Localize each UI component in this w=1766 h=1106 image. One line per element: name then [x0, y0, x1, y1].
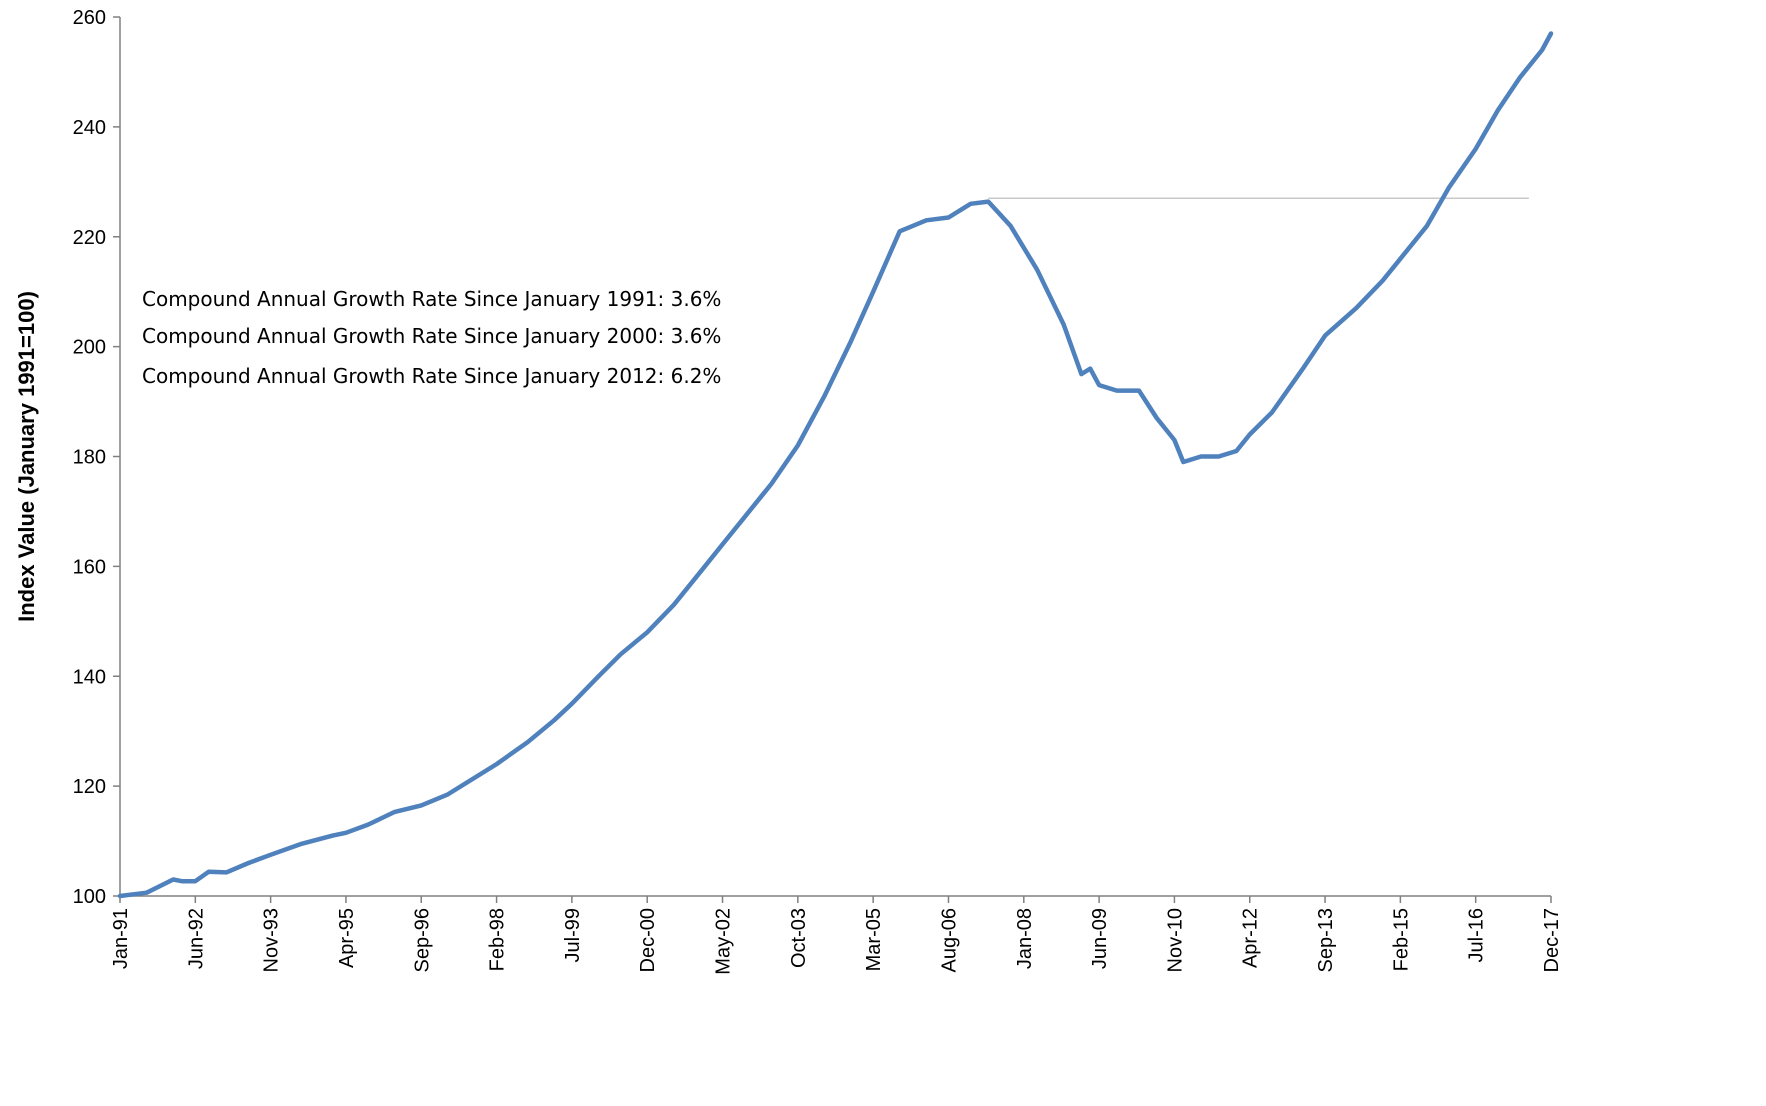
x-tick-label: Dec-00 [637, 908, 659, 972]
x-tick-label: Jun-09 [1089, 908, 1111, 969]
x-tick-label: Jan-91 [110, 908, 132, 969]
y-tick-label: 260 [73, 7, 106, 29]
x-ticks: Jan-91 Jun-92 Nov-93 Apr-95 Sep-96 Feb-98 Jul-… [110, 896, 1563, 975]
x-tick-label: Oct-03 [788, 908, 810, 968]
x-tick-label: Jun-92 [185, 908, 207, 969]
y-axis-title: Index Value (January 1991=100) [14, 291, 39, 622]
cagr-2000-annotation: Compound Annual Growth Rate Since Januar… [142, 324, 721, 348]
x-tick-label: Nov-93 [261, 908, 283, 972]
series-line [117, 31, 1554, 899]
y-tick-label: 240 [73, 117, 106, 139]
x-tick-label: Jul-99 [562, 908, 584, 962]
y-tick-label: 220 [73, 227, 106, 249]
annotations: Compound Annual Growth Rate Since Januar… [142, 287, 721, 388]
x-tick-label: May-02 [713, 908, 735, 975]
x-tick-label: Feb-98 [487, 908, 509, 971]
x-tick-label: Nov-10 [1164, 908, 1186, 972]
x-tick-label: Dec-17 [1541, 908, 1563, 972]
y-tick-label: 140 [73, 666, 106, 688]
y-ticks: 100 120 140 160 180 200 220 240 260 [73, 7, 120, 908]
y-tick-label: 180 [73, 447, 106, 469]
cagr-2012-annotation: Compound Annual Growth Rate Since Januar… [142, 364, 721, 388]
y-tick-label: 120 [73, 776, 106, 798]
y-tick-label: 160 [73, 556, 106, 578]
y-tick-label: 200 [73, 337, 106, 359]
x-tick-label: Jan-08 [1014, 908, 1036, 969]
series-layer [117, 31, 1554, 899]
y-tick-label: 100 [73, 886, 106, 908]
x-tick-label: Apr-95 [336, 908, 358, 968]
x-tick-label: Sep-96 [411, 908, 433, 973]
x-tick-label: Feb-15 [1390, 908, 1412, 971]
x-tick-label: Mar-05 [863, 908, 885, 971]
cagr-1991-annotation: Compound Annual Growth Rate Since Januar… [142, 287, 721, 311]
x-tick-label: Sep-13 [1315, 908, 1337, 973]
x-tick-label: Jul-16 [1466, 908, 1488, 962]
x-tick-label: Aug-06 [938, 908, 960, 973]
x-tick-label: Apr-12 [1240, 908, 1262, 968]
axes [119, 17, 1551, 897]
